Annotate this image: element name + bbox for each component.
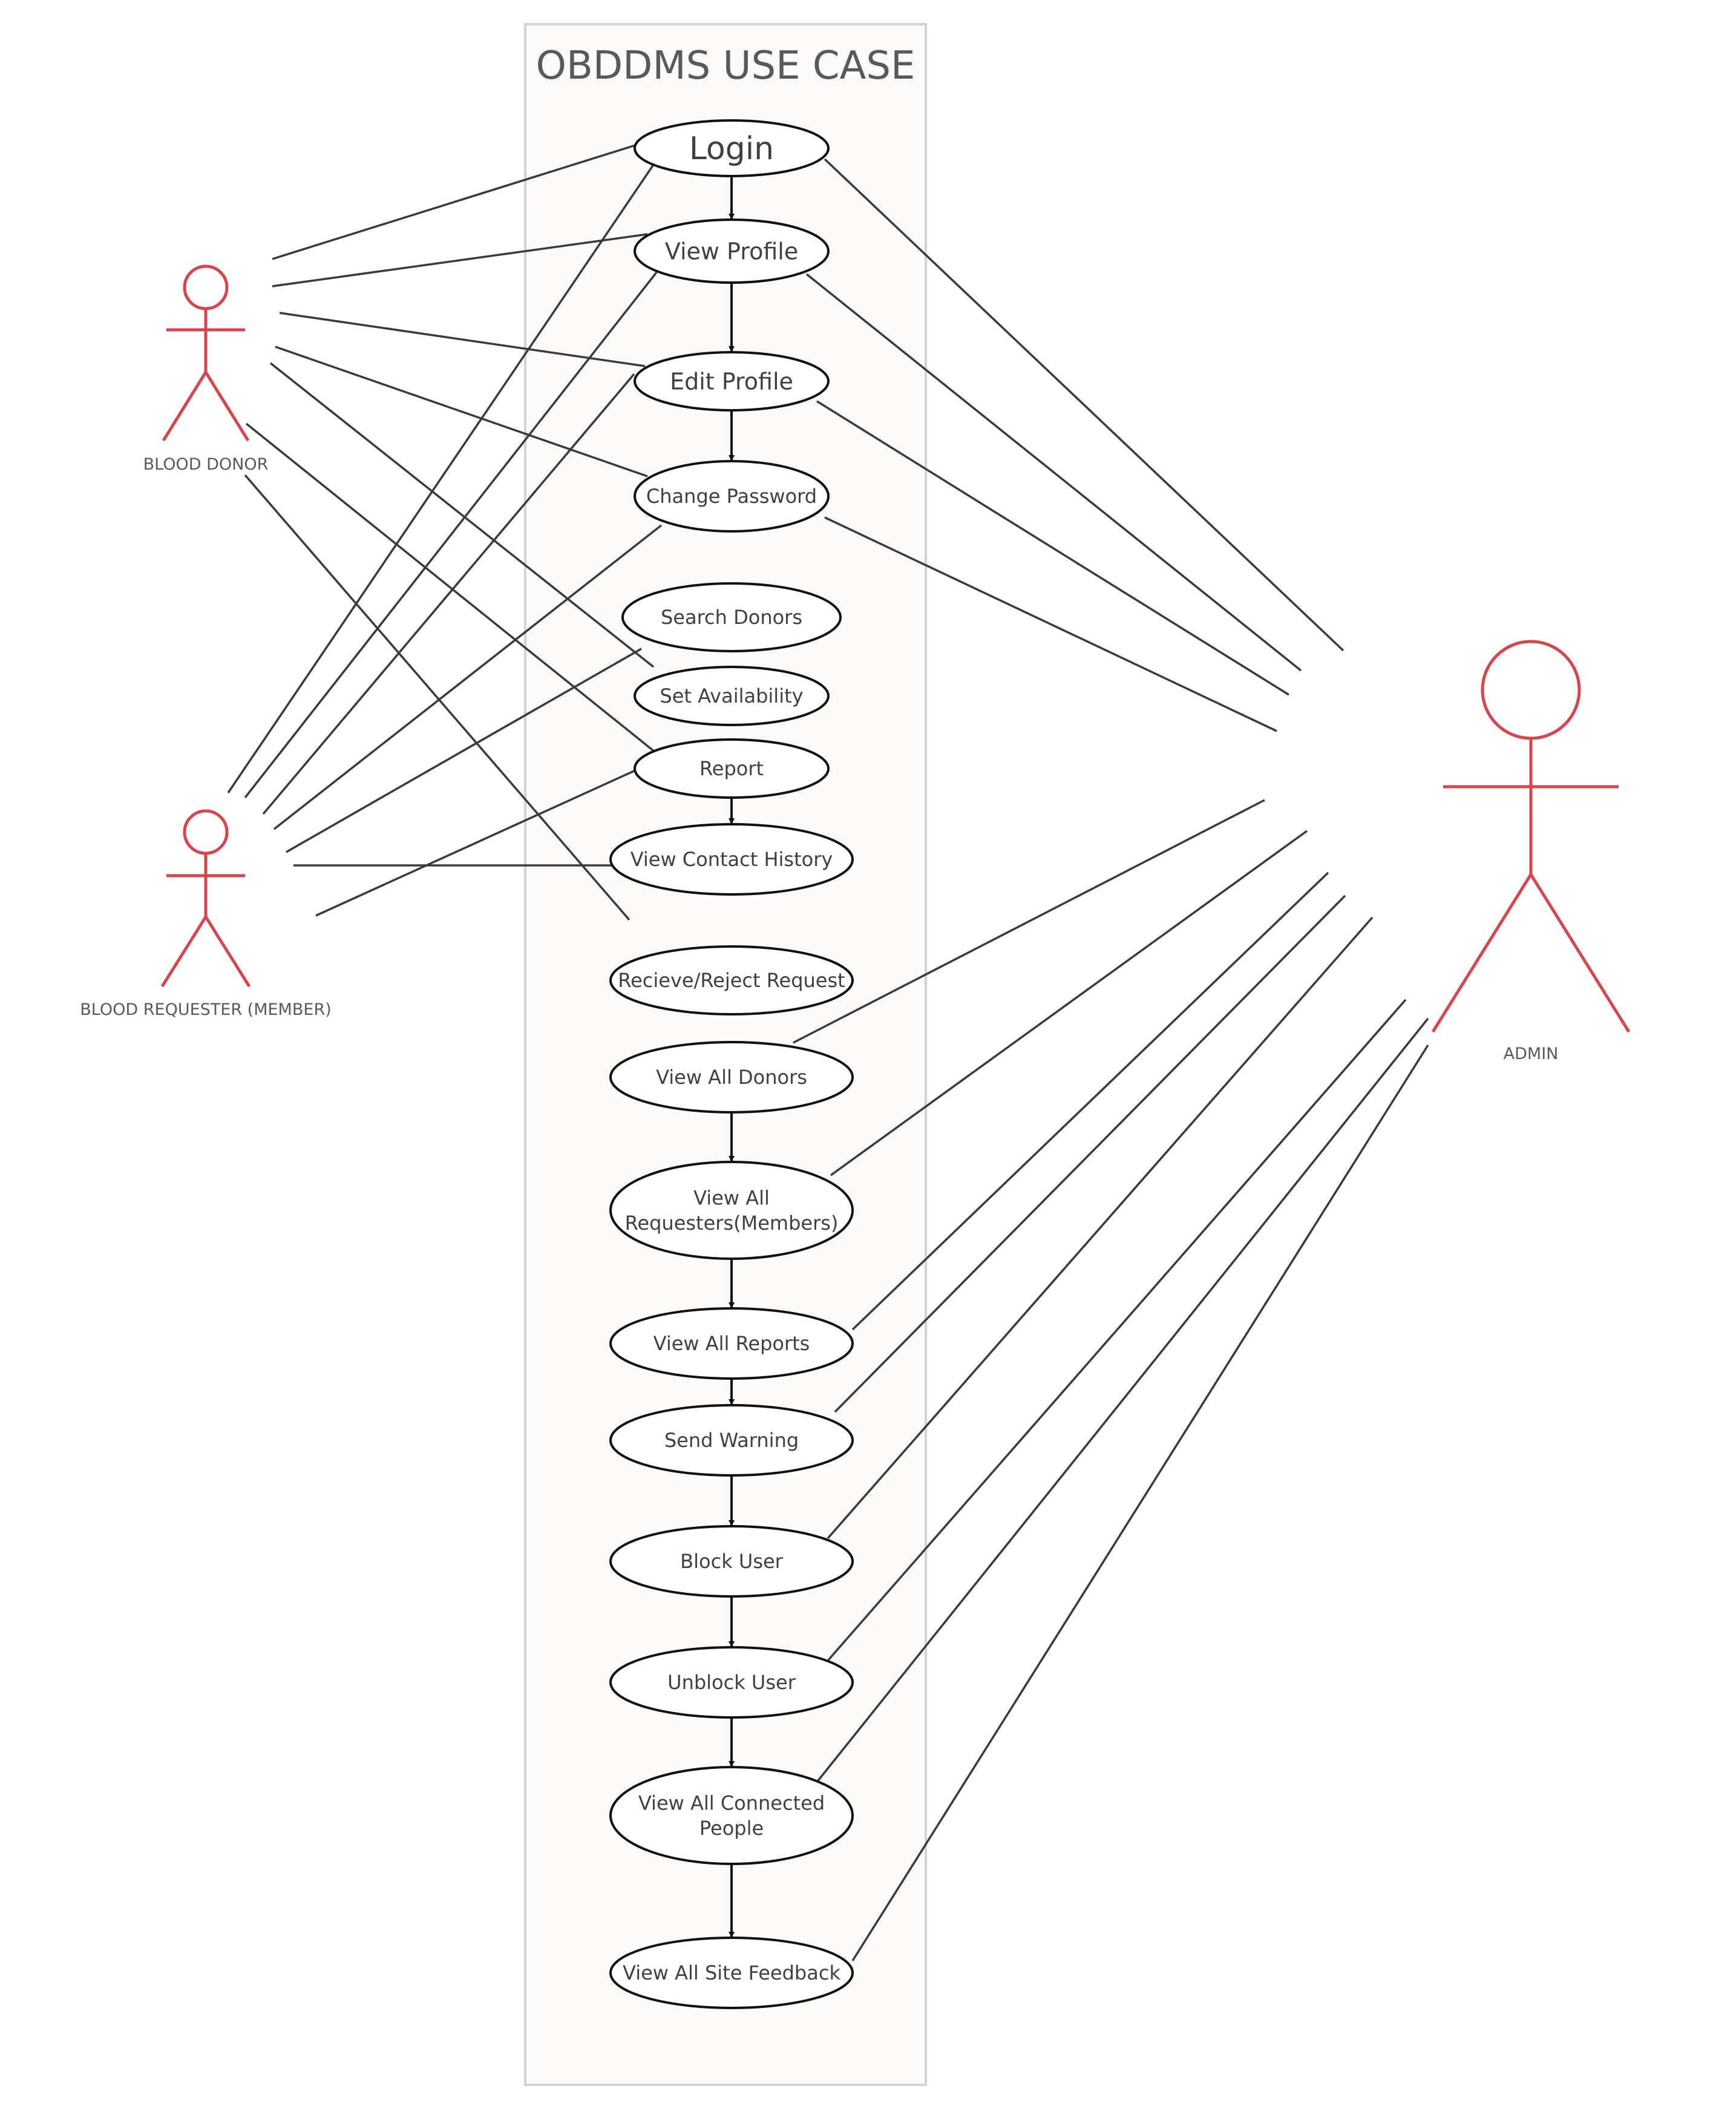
- actor-label: BLOOD REQUESTER (MEMBER): [80, 1000, 331, 1019]
- use-case-view-all-connected-people[interactable]: View All Connected People: [609, 1766, 854, 1865]
- association-donor-change-password: [275, 346, 648, 477]
- use-case-label: Search Donors: [661, 606, 802, 629]
- use-case-label: Change Password: [646, 485, 817, 508]
- association-donor-edit-profile: [279, 312, 646, 367]
- use-case-ellipse: [634, 738, 830, 799]
- use-case-ellipse: [621, 582, 842, 652]
- use-case-ellipse: [609, 1646, 854, 1719]
- use-case-view-all-requesters[interactable]: View All Requesters(Members): [609, 1161, 854, 1260]
- use-case-label: Set Availability: [660, 684, 803, 707]
- association-donor-login: [272, 144, 636, 260]
- association-requester-login: [227, 164, 655, 793]
- actor-right-leg: [1529, 873, 1631, 1033]
- use-case-unblock-user[interactable]: Unblock User: [609, 1646, 854, 1719]
- actor-left-leg: [1431, 873, 1533, 1033]
- use-case-label: View All: [693, 1186, 770, 1209]
- diagram-title: OBDDMS USE CASE: [536, 44, 915, 88]
- use-case-view-all-donors[interactable]: View All Donors: [609, 1041, 854, 1114]
- use-case-label: View All Site Feedback: [623, 1961, 840, 1984]
- use-case-ellipse: [609, 823, 854, 896]
- use-case-label: View All Reports: [653, 1332, 810, 1355]
- use-case-ellipse: [634, 218, 830, 284]
- use-case-ellipse: [609, 1937, 854, 2009]
- actor-donor: BLOOD DONOR: [143, 264, 269, 474]
- use-cases: Login View Profile Edit Profile Change Pass…: [609, 119, 854, 2009]
- use-case-view-all-reports[interactable]: View All Reports: [609, 1307, 854, 1380]
- use-case-label: Recieve/Reject Request: [618, 969, 845, 992]
- actor-head: [1481, 640, 1581, 740]
- use-case-label: Unblock User: [667, 1671, 796, 1694]
- use-case-label: View Contact History: [631, 848, 833, 871]
- use-case-set-availability[interactable]: Set Availability: [634, 666, 830, 726]
- actor-left-leg: [162, 371, 208, 442]
- association-admin-unblock-user: [827, 999, 1407, 1661]
- use-case-ellipse: [609, 1404, 854, 1477]
- association-lines: [227, 144, 1429, 1961]
- association-requester-search-donors: [286, 648, 642, 853]
- actor-left-leg: [160, 916, 208, 988]
- use-case-label: View All Donors: [656, 1066, 807, 1089]
- use-case-ellipse: [634, 460, 830, 533]
- use-case-ellipse: [609, 1525, 854, 1598]
- association-donor-set-availability: [269, 362, 655, 668]
- use-case-ellipse: [609, 1041, 854, 1114]
- use-case-label: Edit Profile: [670, 368, 793, 395]
- use-case-change-password[interactable]: Change Password: [634, 460, 830, 533]
- association-admin-change-password: [824, 516, 1277, 732]
- actor-head: [183, 264, 229, 310]
- association-admin-block-user: [827, 916, 1374, 1540]
- use-case-ellipse: [609, 1307, 854, 1380]
- association-admin-view-all-requesters: [830, 830, 1308, 1176]
- association-admin-login: [824, 158, 1345, 652]
- association-admin-edit-profile: [816, 400, 1289, 696]
- use-case-view-all-site-feedback[interactable]: View All Site Feedback: [609, 1937, 854, 2009]
- use-case-receive-reject-request[interactable]: Recieve/Reject Request: [609, 945, 854, 1015]
- association-admin-send-warning: [834, 894, 1346, 1413]
- use-case-view-contact-history[interactable]: View Contact History: [609, 823, 854, 896]
- association-donor-view-profile: [272, 233, 648, 287]
- use-case-ellipse: [634, 351, 830, 412]
- use-case-label: Requesters(Members): [625, 1212, 839, 1235]
- association-admin-view-all-connected-people: [815, 1017, 1429, 1784]
- use-case-ellipse: [609, 1161, 854, 1260]
- association-admin-view-all-reports: [851, 871, 1329, 1331]
- association-requester-edit-profile: [262, 373, 635, 815]
- actors: BLOOD DONOR BLOOD REQUESTER (MEMBER) ADMIN: [80, 264, 1631, 1063]
- actor-label: BLOOD DONOR: [143, 455, 269, 474]
- use-case-ellipse: [634, 666, 830, 726]
- association-donor-receive-reject-request: [244, 474, 631, 921]
- use-case-label: View All Connected: [638, 1791, 825, 1814]
- use-case-send-warning[interactable]: Send Warning: [609, 1404, 854, 1477]
- use-case-ellipse: [609, 1766, 854, 1865]
- use-case-login[interactable]: Login: [634, 119, 830, 177]
- association-requester-report: [315, 769, 636, 917]
- association-donor-report: [245, 422, 657, 753]
- use-case-label: Send Warning: [664, 1429, 799, 1452]
- use-case-ellipse: [634, 119, 830, 177]
- association-requester-change-password: [273, 524, 663, 830]
- use-case-label: Report: [699, 757, 764, 780]
- actor-requester: BLOOD REQUESTER (MEMBER): [80, 809, 332, 1019]
- association-admin-view-profile: [805, 273, 1302, 672]
- association-admin-view-all-site-feedback: [851, 1045, 1429, 1961]
- use-case-label: People: [699, 1817, 764, 1840]
- actor-head: [183, 809, 229, 855]
- use-case-block-user[interactable]: Block User: [609, 1525, 854, 1598]
- association-requester-view-profile: [244, 271, 658, 799]
- use-case-label: View Profile: [665, 238, 798, 264]
- use-case-edit-profile[interactable]: Edit Profile: [634, 351, 830, 412]
- actor-right-leg: [204, 916, 251, 988]
- actor-label: ADMIN: [1504, 1045, 1559, 1063]
- use-case-label: Block User: [680, 1550, 784, 1573]
- actor-admin: ADMIN: [1431, 640, 1631, 1063]
- use-case-label: Login: [689, 131, 774, 167]
- association-admin-view-all-donors: [793, 799, 1265, 1044]
- use-case-ellipse: [609, 945, 854, 1015]
- use-case-report[interactable]: Report: [634, 738, 830, 799]
- use-case-search-donors[interactable]: Search Donors: [621, 582, 842, 652]
- actor-right-leg: [204, 371, 250, 442]
- use-case-view-profile[interactable]: View Profile: [634, 218, 830, 284]
